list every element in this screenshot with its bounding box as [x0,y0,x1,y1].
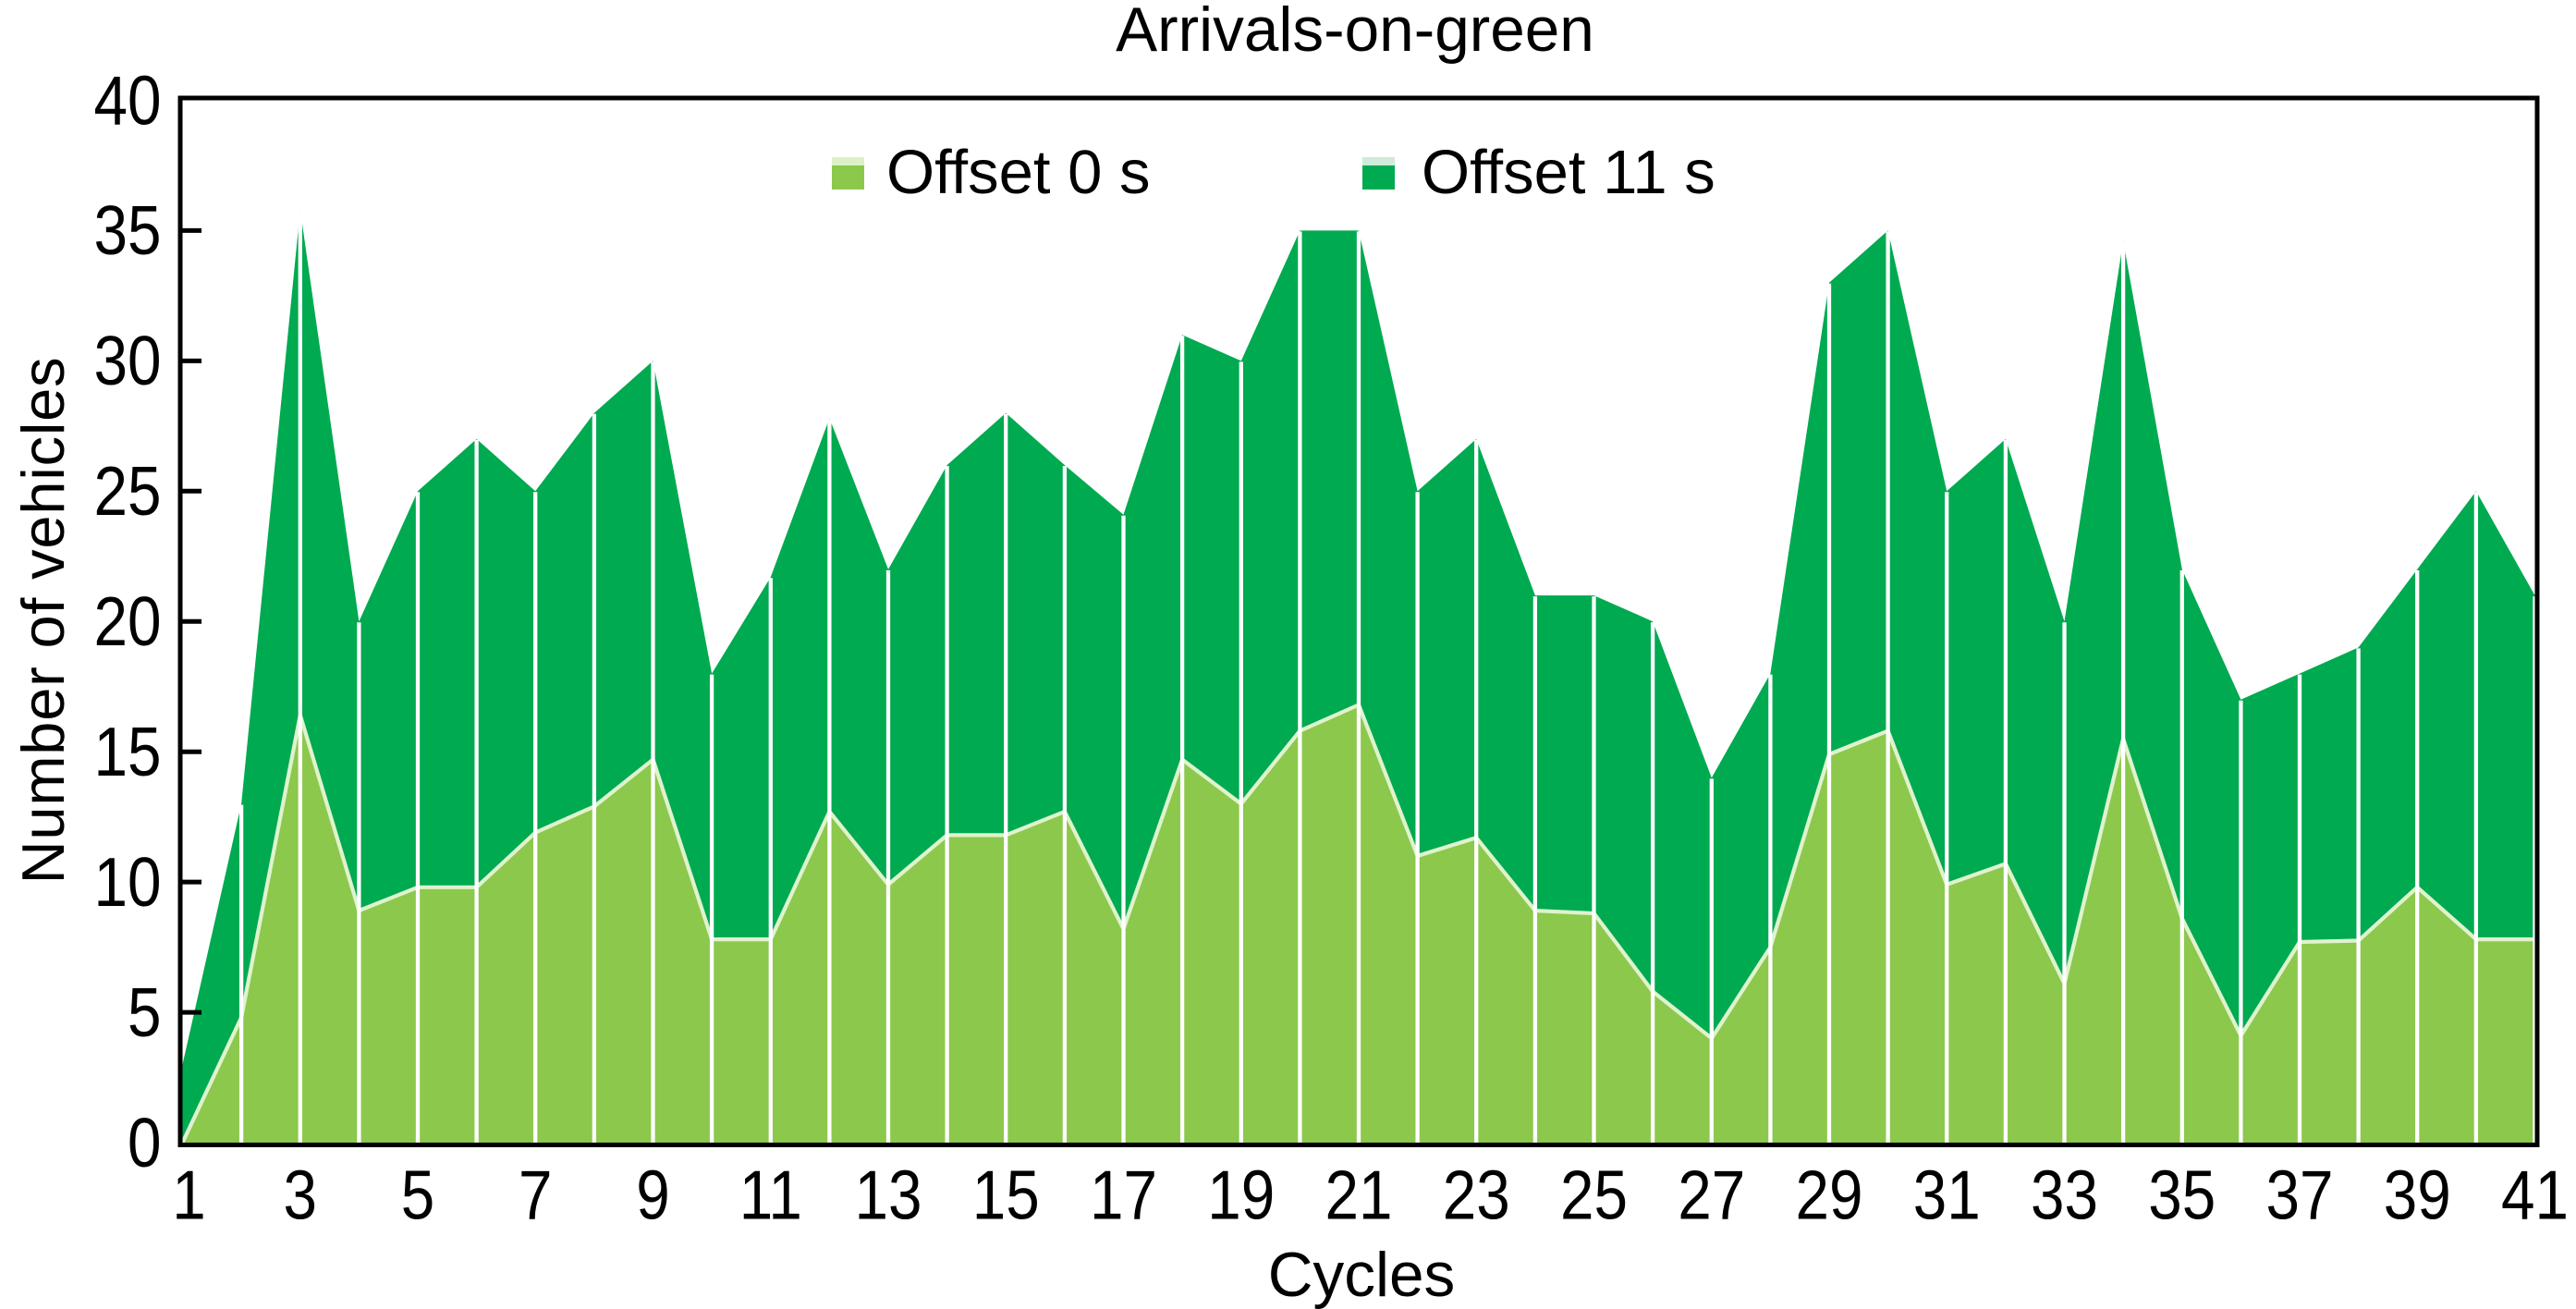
svg-text:40: 40 [94,61,162,139]
svg-text:Offset 11 s: Offset 11 s [1422,138,1715,207]
svg-text:Number of vehicles: Number of vehicles [9,357,77,885]
svg-text:5: 5 [401,1156,434,1233]
svg-text:30: 30 [94,322,162,399]
svg-text:35: 35 [2148,1156,2216,1233]
svg-text:25: 25 [94,452,162,530]
svg-text:21: 21 [1325,1156,1393,1233]
svg-text:17: 17 [1090,1156,1157,1233]
svg-text:15: 15 [972,1156,1040,1233]
svg-text:20: 20 [94,582,162,660]
svg-text:23: 23 [1443,1156,1510,1233]
svg-text:27: 27 [1678,1156,1745,1233]
svg-text:19: 19 [1207,1156,1275,1233]
svg-text:3: 3 [284,1156,317,1233]
svg-text:25: 25 [1560,1156,1628,1233]
svg-text:Offset 0 s: Offset 0 s [886,138,1151,207]
svg-text:29: 29 [1796,1156,1863,1233]
svg-text:35: 35 [94,191,162,269]
svg-text:39: 39 [2384,1156,2451,1233]
svg-text:31: 31 [1913,1156,1981,1233]
svg-text:33: 33 [2031,1156,2098,1233]
svg-text:13: 13 [855,1156,922,1233]
svg-text:10: 10 [94,843,162,921]
svg-text:9: 9 [636,1156,669,1233]
svg-text:Arrivals-on-green: Arrivals-on-green [1116,0,1594,65]
svg-text:11: 11 [739,1156,802,1233]
svg-text:37: 37 [2266,1156,2334,1233]
svg-text:Cycles: Cycles [1268,1241,1456,1309]
svg-text:0: 0 [128,1104,161,1181]
svg-text:41: 41 [2501,1156,2569,1233]
svg-text:1: 1 [172,1156,205,1233]
svg-text:15: 15 [94,713,162,790]
svg-text:7: 7 [519,1156,552,1233]
svg-text:5: 5 [128,973,161,1051]
